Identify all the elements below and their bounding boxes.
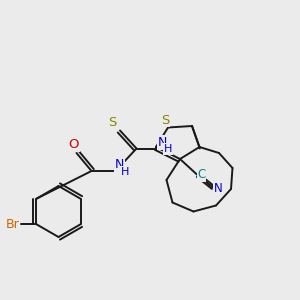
Text: H: H — [164, 144, 172, 154]
Text: C: C — [197, 168, 206, 182]
Text: S: S — [161, 113, 169, 127]
Text: N: N — [157, 136, 167, 149]
Text: N: N — [114, 158, 124, 172]
Text: S: S — [108, 116, 117, 130]
Text: H: H — [121, 167, 129, 177]
Text: N: N — [213, 182, 222, 195]
Text: O: O — [68, 138, 79, 151]
Text: Br: Br — [5, 218, 19, 231]
